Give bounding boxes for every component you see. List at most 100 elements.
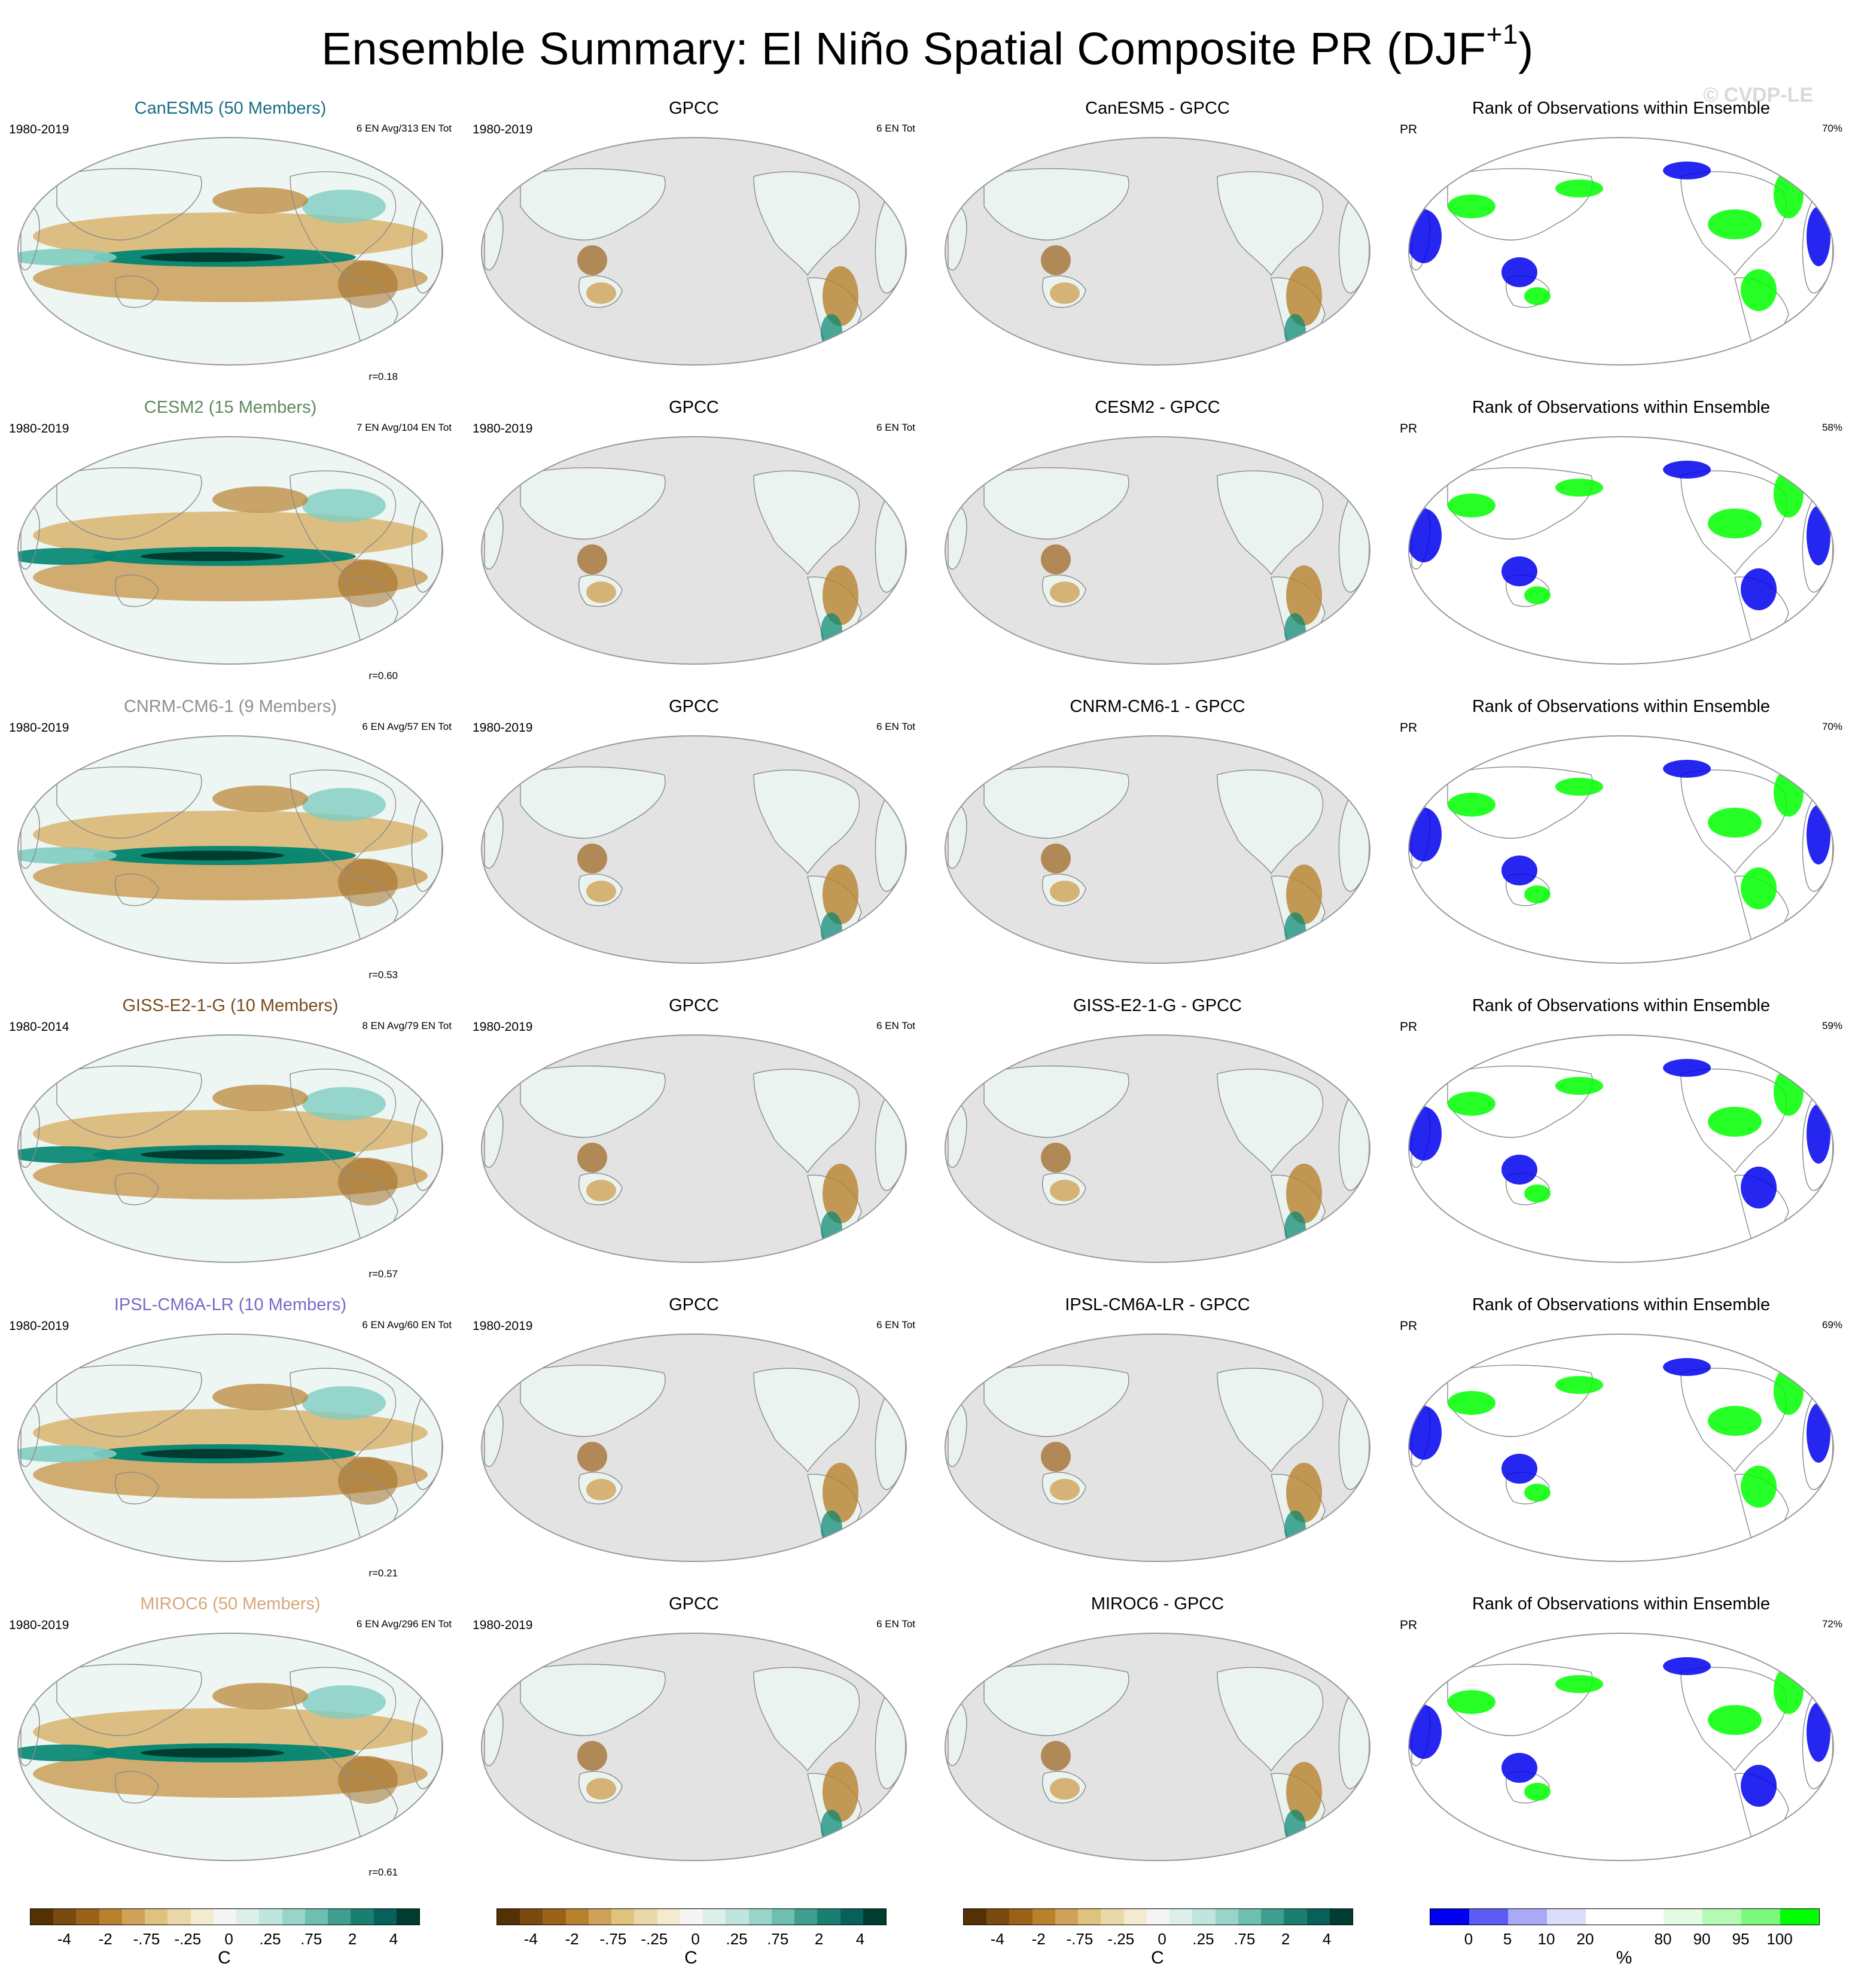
colorbar-swatch <box>794 1909 818 1925</box>
map-panel-model: CanESM5 (50 Members) 1980-2019 6 EN Avg/31… <box>9 99 452 398</box>
colorbar: -4 -2 -.75 -.25 0 .25 .75 2 4 C <box>963 1908 1358 1980</box>
map-panel-rank: Rank of Observations within Ensemble PR 58… <box>1400 398 1842 697</box>
colorbar-swatch <box>190 1909 214 1925</box>
panel-title: GPCC <box>669 697 719 716</box>
colorbar-swatch <box>1078 1909 1101 1925</box>
colorbar-tick-label: 2 <box>814 1930 824 1948</box>
colorbar-tick-label: 0 <box>691 1930 700 1948</box>
map-panel-obs: GPCC 1980-2019 6 EN Tot <box>473 1295 915 1594</box>
panel-right-label: 69% <box>1822 1319 1842 1331</box>
colorbar-tick-label: -.25 <box>641 1930 668 1948</box>
colorbar-swatch <box>1547 1909 1586 1925</box>
colorbar-swatches <box>30 1908 420 1925</box>
colorbar-swatch <box>167 1909 191 1925</box>
panel-left-label: PR <box>1400 1319 1418 1333</box>
colorbar-tick-label: .75 <box>767 1930 789 1948</box>
panel-title: CanESM5 (50 Members) <box>134 99 327 118</box>
colorbar-swatch <box>964 1909 987 1925</box>
globe-map <box>17 137 443 366</box>
panel-right-label: 59% <box>1822 1020 1842 1031</box>
panel-left-label: PR <box>1400 123 1418 136</box>
panel-title: GPCC <box>669 1295 719 1314</box>
panel-right-label: 8 EN Avg/79 EN Tot <box>362 1020 452 1031</box>
colorbar-swatch <box>145 1909 168 1925</box>
globe-map <box>481 1334 907 1562</box>
globe-map <box>1408 1633 1834 1861</box>
colorbar-swatch <box>1780 1909 1819 1925</box>
colorbar-swatch <box>543 1909 566 1925</box>
colorbar-tick-label: 0 <box>1464 1930 1473 1948</box>
panel-title: GPCC <box>669 1594 719 1613</box>
globe-map <box>481 137 907 366</box>
panel-title: CanESM5 - GPCC <box>1085 99 1230 118</box>
colorbar-unit: C <box>684 1948 697 1968</box>
map-panel-obs: GPCC 1980-2019 6 EN Tot <box>473 398 915 697</box>
panel-title: GISS-E2-1-G - GPCC <box>1073 996 1242 1015</box>
colorbar-tick-label: -2 <box>565 1930 579 1948</box>
panel-right-label: 6 EN Tot <box>876 721 915 732</box>
colorbar-swatch <box>304 1909 328 1925</box>
panel-right-label: 6 EN Tot <box>876 1618 915 1630</box>
pattern-correlation: r=0.57 <box>368 1268 398 1280</box>
colorbar-swatch <box>1192 1909 1216 1925</box>
panel-left-label: 1980-2019 <box>473 721 533 735</box>
map-panel-rank: Rank of Observations within Ensemble PR 59… <box>1400 996 1842 1295</box>
colorbar-swatch <box>1741 1909 1780 1925</box>
colorbar-swatch <box>611 1909 635 1925</box>
colorbar-swatch <box>1169 1909 1193 1925</box>
panel-right-label: 6 EN Avg/296 EN Tot <box>356 1618 452 1630</box>
panel-title: Rank of Observations within Ensemble <box>1472 697 1771 716</box>
colorbar-swatch <box>1664 1909 1702 1925</box>
panel-title: IPSL-CM6A-LR - GPCC <box>1065 1295 1250 1314</box>
colorbar-swatch <box>1329 1909 1353 1925</box>
colorbar-swatch <box>1261 1909 1284 1925</box>
panel-title: CNRM-CM6-1 - GPCC <box>1070 697 1245 716</box>
colorbar-swatch <box>748 1909 772 1925</box>
colorbar-swatch <box>657 1909 680 1925</box>
panel-left-label: 1980-2019 <box>9 721 69 735</box>
colorbar-tick-label: -.25 <box>1107 1930 1135 1948</box>
colorbar-swatch <box>1238 1909 1262 1925</box>
colorbar-tick-label: .25 <box>1192 1930 1214 1948</box>
colorbar-tick-label: -.75 <box>599 1930 627 1948</box>
colorbar-swatch <box>259 1909 282 1925</box>
map-panel-obs: GPCC 1980-2019 6 EN Tot <box>473 99 915 398</box>
map-panel-diff: CNRM-CM6-1 - GPCC <box>936 697 1379 996</box>
map-panel-diff: GISS-E2-1-G - GPCC <box>936 996 1379 1295</box>
panel-right-label: 70% <box>1822 123 1842 134</box>
globe-map <box>17 1334 443 1562</box>
colorbar-tick-label: 2 <box>1281 1930 1290 1948</box>
panel-left-label: 1980-2019 <box>9 1618 69 1632</box>
colorbar-swatch <box>31 1909 54 1925</box>
pattern-correlation: r=0.18 <box>368 371 398 382</box>
colorbar-tick-label: 0 <box>224 1930 233 1948</box>
globe-map <box>481 436 907 665</box>
pattern-correlation: r=0.60 <box>368 670 398 681</box>
colorbar-swatch <box>1306 1909 1330 1925</box>
panel-title: MIROC6 - GPCC <box>1091 1594 1225 1613</box>
colorbar-tick-label: 80 <box>1654 1930 1672 1948</box>
colorbar-swatch <box>1101 1909 1124 1925</box>
panel-right-label: 6 EN Avg/57 EN Tot <box>362 721 452 732</box>
colorbar-swatch <box>1586 1909 1625 1925</box>
map-panel-model: IPSL-CM6A-LR (10 Members) 1980-2019 6 EN A… <box>9 1295 452 1594</box>
colorbar-swatch <box>373 1909 397 1925</box>
colorbar-swatches <box>963 1908 1353 1925</box>
globe-map <box>945 137 1370 366</box>
map-panel-obs: GPCC 1980-2019 6 EN Tot <box>473 1594 915 1893</box>
colorbar-tick-label: 20 <box>1576 1930 1594 1948</box>
colorbar-tick-label: -.25 <box>174 1930 202 1948</box>
colorbar-swatch <box>703 1909 726 1925</box>
panel-title: IPSL-CM6A-LR (10 Members) <box>114 1295 347 1314</box>
colorbar-swatch <box>771 1909 795 1925</box>
panel-left-label: 1980-2019 <box>9 1319 69 1333</box>
panel-right-label: 72% <box>1822 1618 1842 1630</box>
map-panel-rank: Rank of Observations within Ensemble PR 70… <box>1400 99 1842 398</box>
map-panel-obs: GPCC 1980-2019 6 EN Tot <box>473 996 915 1295</box>
globe-map <box>945 436 1370 665</box>
colorbar-swatch <box>840 1909 863 1925</box>
globe-map <box>945 1334 1370 1562</box>
colorbar-swatch <box>1215 1909 1238 1925</box>
map-panel-model: MIROC6 (50 Members) 1980-2019 6 EN Avg/296… <box>9 1594 452 1893</box>
globe-map <box>1408 436 1834 665</box>
